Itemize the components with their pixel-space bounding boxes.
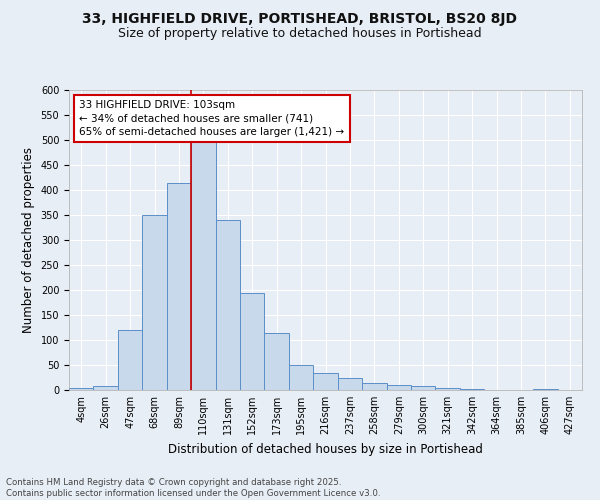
- Text: Size of property relative to detached houses in Portishead: Size of property relative to detached ho…: [118, 28, 482, 40]
- Bar: [69, 388, 94, 390]
- Bar: [94, 386, 118, 390]
- Bar: [338, 378, 362, 390]
- Bar: [362, 382, 386, 390]
- Bar: [460, 389, 484, 390]
- Text: 33 HIGHFIELD DRIVE: 103sqm
← 34% of detached houses are smaller (741)
65% of sem: 33 HIGHFIELD DRIVE: 103sqm ← 34% of deta…: [79, 100, 344, 137]
- Text: 33, HIGHFIELD DRIVE, PORTISHEAD, BRISTOL, BS20 8JD: 33, HIGHFIELD DRIVE, PORTISHEAD, BRISTOL…: [83, 12, 517, 26]
- Bar: [265, 332, 289, 390]
- Text: Contains HM Land Registry data © Crown copyright and database right 2025.
Contai: Contains HM Land Registry data © Crown c…: [6, 478, 380, 498]
- Bar: [313, 372, 338, 390]
- Bar: [533, 389, 557, 390]
- Bar: [436, 388, 460, 390]
- Bar: [118, 330, 142, 390]
- Bar: [240, 292, 265, 390]
- Bar: [215, 220, 240, 390]
- Bar: [142, 215, 167, 390]
- Y-axis label: Number of detached properties: Number of detached properties: [22, 147, 35, 333]
- Bar: [167, 182, 191, 390]
- X-axis label: Distribution of detached houses by size in Portishead: Distribution of detached houses by size …: [168, 442, 483, 456]
- Bar: [289, 365, 313, 390]
- Bar: [191, 140, 215, 390]
- Bar: [411, 386, 436, 390]
- Bar: [386, 385, 411, 390]
